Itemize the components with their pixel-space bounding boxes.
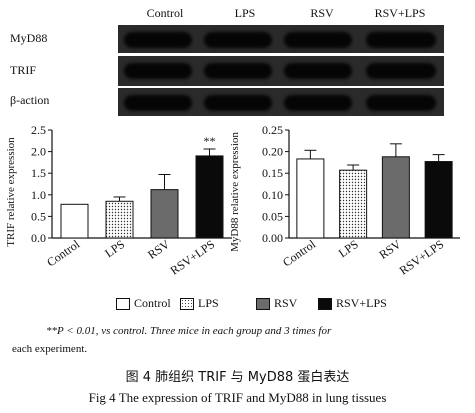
legend-rsv: RSV bbox=[256, 296, 297, 311]
trif-chart: 0.0 0.5 1.0 1.5 2.0 2.5 TRIF relative expressi… bbox=[5, 123, 232, 278]
blot-label-beta-actin: β-action bbox=[10, 93, 50, 107]
myd88-bar-lps bbox=[339, 169, 368, 239]
myd88-y-axis-label: MyD88 relative expression bbox=[229, 132, 241, 252]
legend-label-control: Control bbox=[134, 296, 171, 310]
trif-significance-label: ** bbox=[204, 134, 216, 148]
lane-label-rsv: RSV bbox=[310, 6, 334, 20]
legend-label-rsv: RSV bbox=[274, 296, 298, 310]
myd88-category-label-control: Control bbox=[280, 237, 319, 270]
myd88-ytick-label: 0.00 bbox=[262, 231, 283, 245]
trif-ytick-label: 2.5 bbox=[31, 123, 46, 137]
blot-image-beta-actin bbox=[118, 88, 444, 116]
blot-image-trif bbox=[118, 56, 444, 86]
trif-bar-control bbox=[60, 203, 89, 239]
footnote-line-1: **P < 0.01, vs control. Three mice in ea… bbox=[46, 325, 332, 337]
trif-ytick-label: 0.5 bbox=[31, 209, 46, 223]
charts-svg: 0.0 0.5 1.0 1.5 2.0 2.5 TRIF relative expressi… bbox=[5, 123, 460, 278]
lane-label-lps: LPS bbox=[234, 6, 256, 20]
trif-ytick-label: 1.5 bbox=[31, 166, 46, 180]
myd88-ytick-label: 0.20 bbox=[262, 145, 283, 159]
myd88-ytick-label: 0.15 bbox=[262, 166, 283, 180]
legend-label-lps: LPS bbox=[198, 296, 219, 310]
myd88-bar-rsv-lps bbox=[424, 161, 453, 239]
blot-image-myd88 bbox=[118, 25, 444, 53]
trif-category-label-rsv-lps: RSV+LPS bbox=[168, 237, 218, 278]
figure-title-cn: 图 4 肺组织 TRIF 与 MyD88 蛋白表达 bbox=[125, 370, 350, 385]
trif-y-axis-label: TRIF relative expression bbox=[5, 137, 17, 247]
legend-control: Control bbox=[116, 296, 171, 311]
legend-swatch-rsv-lps bbox=[318, 297, 332, 310]
trif-ytick-label: 0.0 bbox=[31, 231, 46, 245]
myd88-ytick-label: 0.10 bbox=[262, 188, 283, 202]
trif-bar-rsv bbox=[150, 189, 179, 239]
blot-label-myd88: MyD88 bbox=[10, 31, 48, 45]
legend-lps: LPS bbox=[180, 296, 219, 311]
lane-label-rsv-lps: RSV+LPS bbox=[374, 6, 426, 20]
legend-swatch-rsv bbox=[256, 297, 270, 310]
myd88-category-label-rsv: RSV bbox=[376, 237, 403, 262]
footnote-line-2: each experiment. bbox=[12, 343, 88, 355]
myd88-ytick-label: 0.05 bbox=[262, 209, 283, 223]
myd88-chart: 0.00 0.05 0.10 0.15 0.20 0.25 MyD88 relative e… bbox=[229, 123, 460, 278]
myd88-bar-rsv bbox=[381, 156, 410, 239]
myd88-bar-control bbox=[296, 158, 325, 239]
trif-category-label-control: Control bbox=[44, 237, 83, 270]
trif-bar-lps bbox=[105, 200, 134, 239]
blot-label-trif: TRIF bbox=[10, 63, 37, 77]
figure-title-en: Fig 4 The expression of TRIF and MyD88 i… bbox=[88, 390, 387, 405]
trif-bar-rsv-lps bbox=[195, 155, 224, 239]
legend-label-rsv-lps: RSV+LPS bbox=[336, 296, 387, 310]
legend-swatch-control bbox=[116, 297, 130, 310]
legend-swatch-lps bbox=[180, 297, 194, 310]
myd88-ytick-label: 0.25 bbox=[262, 123, 283, 137]
trif-ytick-label: 1.0 bbox=[31, 188, 46, 202]
myd88-category-label-rsv-lps: RSV+LPS bbox=[397, 237, 447, 278]
trif-category-label-lps: LPS bbox=[102, 237, 127, 260]
legend-rsv-lps: RSV+LPS bbox=[318, 296, 387, 311]
figure-footnote: **P < 0.01, vs control. Three mice in ea… bbox=[12, 322, 467, 358]
trif-ytick-label: 2.0 bbox=[31, 145, 46, 159]
trif-category-label-rsv: RSV bbox=[145, 237, 172, 262]
myd88-category-label-lps: LPS bbox=[336, 237, 361, 260]
lane-label-control: Control bbox=[146, 6, 184, 20]
